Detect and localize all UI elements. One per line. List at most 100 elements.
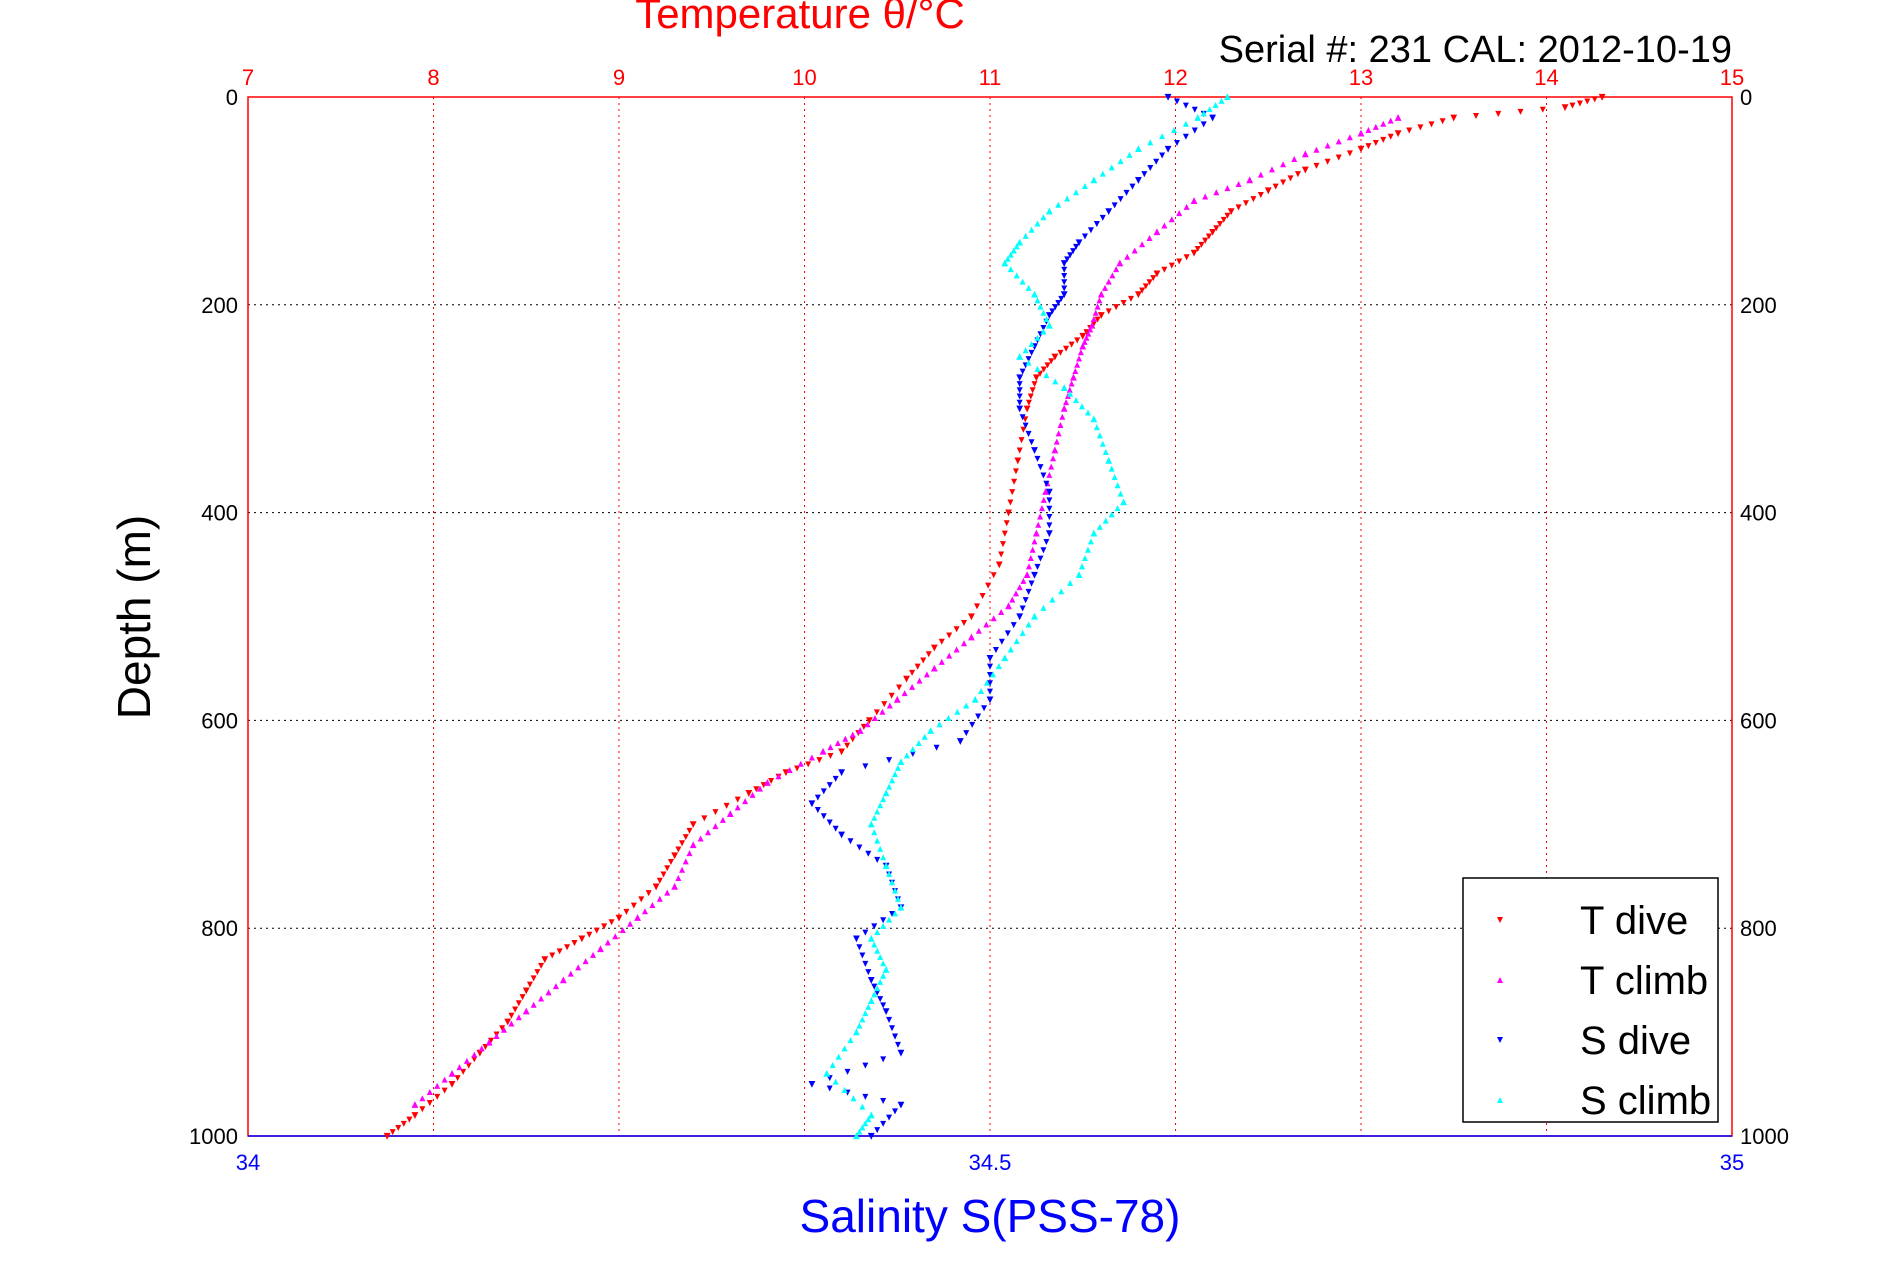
data-point bbox=[1120, 498, 1127, 506]
data-point-fill bbox=[1102, 449, 1109, 456]
data-point-fill bbox=[1099, 440, 1106, 447]
data-point bbox=[1224, 93, 1231, 101]
data-point-fill bbox=[1040, 309, 1047, 316]
data-point bbox=[1075, 571, 1083, 579]
data-point bbox=[1001, 654, 1009, 662]
data-point-fill bbox=[873, 709, 880, 716]
data-point-fill bbox=[1126, 151, 1133, 158]
data-point-fill bbox=[515, 1014, 522, 1021]
bottom-tick-label: 35 bbox=[1720, 1150, 1744, 1175]
data-point-fill bbox=[1083, 334, 1090, 341]
data-point-fill bbox=[990, 572, 997, 579]
data-point-fill bbox=[820, 788, 827, 795]
data-point-fill bbox=[844, 1068, 851, 1075]
data-point-fill bbox=[1053, 438, 1060, 445]
data-point-fill bbox=[909, 683, 916, 690]
data-point-fill bbox=[953, 646, 960, 653]
data-point-fill bbox=[841, 1045, 848, 1052]
data-point-fill bbox=[1372, 140, 1379, 147]
data-point bbox=[1209, 228, 1217, 236]
data-point-fill bbox=[1213, 189, 1220, 196]
data-point bbox=[968, 613, 975, 621]
data-point-fill bbox=[834, 739, 841, 746]
data-point-fill bbox=[969, 721, 976, 728]
data-point bbox=[1301, 166, 1309, 174]
data-point-fill bbox=[419, 1106, 426, 1113]
data-point-fill bbox=[889, 879, 896, 886]
data-point-fill bbox=[986, 663, 994, 670]
top-tick-label: 12 bbox=[1163, 65, 1187, 90]
data-point bbox=[853, 1132, 860, 1140]
data-point bbox=[995, 561, 1003, 569]
data-point-fill bbox=[1061, 279, 1068, 286]
data-point bbox=[1016, 613, 1024, 621]
data-point bbox=[927, 727, 935, 734]
data-point-fill bbox=[1146, 234, 1153, 242]
data-point-fill bbox=[1096, 297, 1103, 304]
data-point-fill bbox=[456, 1064, 463, 1071]
data-point bbox=[689, 821, 697, 829]
data-point bbox=[1005, 509, 1012, 517]
data-point-fill bbox=[880, 917, 887, 924]
data-point bbox=[867, 934, 875, 942]
data-point-fill bbox=[530, 975, 537, 982]
data-point-fill bbox=[998, 609, 1005, 616]
data-point bbox=[1042, 488, 1050, 495]
data-point-fill bbox=[865, 1116, 872, 1123]
data-point-fill bbox=[1004, 255, 1011, 262]
data-point-fill bbox=[1176, 210, 1183, 217]
data-point-fill bbox=[1176, 258, 1183, 265]
data-point-fill bbox=[849, 731, 856, 738]
data-point-fill bbox=[1099, 214, 1106, 221]
data-point-fill bbox=[1057, 422, 1064, 429]
data-point-fill bbox=[1046, 514, 1053, 521]
data-point bbox=[1031, 447, 1038, 454]
data-point-fill bbox=[933, 744, 940, 751]
data-point-fill bbox=[874, 837, 881, 844]
legend-label: S dive bbox=[1580, 1019, 1691, 1063]
data-point-fill bbox=[1022, 597, 1029, 604]
data-point-fill bbox=[1146, 279, 1153, 286]
data-point-fill bbox=[1102, 284, 1109, 291]
data-point-fill bbox=[1058, 588, 1065, 595]
data-point-fill bbox=[1020, 426, 1027, 433]
data-point-fill bbox=[1084, 546, 1091, 553]
data-point-fill bbox=[961, 640, 968, 647]
data-point-fill bbox=[1171, 126, 1178, 133]
data-point bbox=[1134, 145, 1142, 153]
data-point-fill bbox=[826, 1085, 833, 1092]
data-point-fill bbox=[1287, 175, 1294, 182]
data-point-fill bbox=[1040, 366, 1047, 373]
data-point-fill bbox=[1087, 538, 1094, 545]
data-point bbox=[411, 1101, 419, 1108]
data-point-fill bbox=[734, 804, 741, 811]
data-point-fill bbox=[946, 632, 953, 639]
data-point-fill bbox=[874, 929, 881, 936]
data-point-fill bbox=[1058, 295, 1065, 302]
data-point-fill bbox=[1046, 522, 1053, 529]
data-point bbox=[986, 654, 994, 662]
data-point-fill bbox=[590, 951, 597, 958]
data-point-fill bbox=[892, 1108, 899, 1115]
data-point-fill bbox=[886, 757, 893, 764]
data-point-fill bbox=[923, 671, 930, 678]
data-point-fill bbox=[1218, 97, 1225, 104]
y-tick-label-left: 800 bbox=[201, 916, 238, 941]
data-point-fill bbox=[564, 944, 571, 951]
top-tick-label: 9 bbox=[613, 65, 625, 90]
data-point-fill bbox=[1072, 367, 1079, 374]
data-point-fill bbox=[859, 1016, 866, 1023]
data-point-fill bbox=[1025, 563, 1032, 570]
data-point-fill bbox=[1028, 349, 1035, 356]
data-point bbox=[1357, 145, 1365, 153]
data-point-fill bbox=[434, 1093, 441, 1100]
data-point-fill bbox=[1092, 309, 1099, 316]
legend-marker bbox=[1497, 1037, 1503, 1043]
data-point-fill bbox=[667, 859, 674, 866]
data-point-fill bbox=[1159, 152, 1166, 159]
data-point-fill bbox=[1365, 126, 1372, 133]
data-point-fill bbox=[1114, 482, 1121, 489]
data-point-fill bbox=[1257, 171, 1264, 178]
data-point-fill bbox=[1037, 464, 1044, 471]
data-point-fill bbox=[1212, 101, 1219, 109]
